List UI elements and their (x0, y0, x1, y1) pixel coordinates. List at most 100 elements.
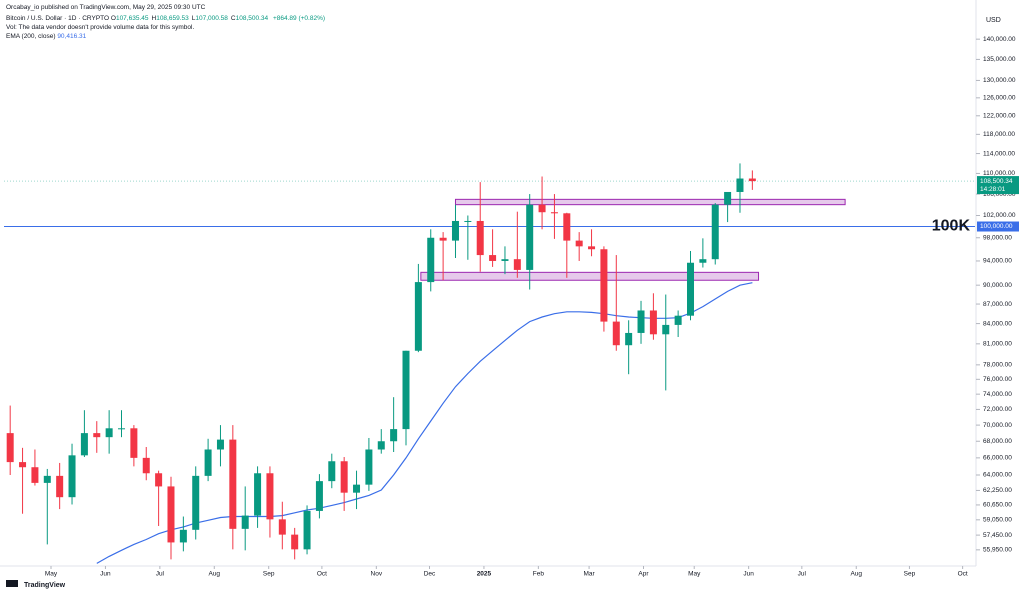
candle-body (526, 204, 534, 270)
y-tick-label: 64,000.00 (983, 472, 1012, 479)
x-tick-label: Apr (638, 571, 649, 578)
zone (454, 198, 846, 206)
change: +864.89 (+0.82%) (272, 15, 326, 22)
vol: Vol: The data vendor doesn't provide vol… (6, 24, 195, 31)
ema-value: 90,416.31 (57, 33, 87, 40)
x-tick-label: Oct (958, 571, 968, 578)
y-tick-label: 72,000.00 (983, 406, 1012, 413)
candle-body (155, 473, 163, 487)
candle-body (550, 212, 558, 214)
ohlc-value: 108,659.53 (156, 15, 189, 22)
y-tick-label: 118,000.00 (983, 131, 1015, 138)
candle-body (464, 220, 472, 222)
x-tick-label: Sep (904, 571, 916, 578)
candle-body (501, 259, 509, 261)
candle-body (167, 486, 175, 543)
level-tag-label: 100,000.00 (980, 223, 1013, 230)
y-tick-label: 68,000.00 (983, 438, 1012, 445)
ohlc-value: 107,000.58 (195, 15, 228, 22)
candle-body (328, 461, 336, 482)
y-tick-label: 59,050.00 (983, 517, 1012, 524)
y-tick-label: 87,000.00 (983, 301, 1012, 308)
x-tick-label: Jul (798, 571, 807, 578)
candle-body (353, 484, 361, 493)
ohlc-label: H (151, 15, 157, 22)
x-tick-label: Aug (850, 571, 862, 578)
candle-body (674, 315, 682, 325)
candle-body (80, 433, 88, 456)
price-tag (977, 176, 1019, 195)
candle-body (711, 204, 719, 260)
candle-body (538, 204, 546, 213)
zone (420, 271, 760, 281)
legend-line: Bitcoin / U.S. Dollar · 1D · CRYPTO O107… (6, 14, 325, 23)
candle-body (427, 237, 435, 283)
candle-body (93, 433, 101, 438)
candle-body (56, 475, 64, 498)
candle-body (303, 510, 311, 550)
ohlc-value: 107,635.45 (115, 15, 149, 22)
logo (6, 580, 18, 587)
level-tag (977, 221, 1019, 232)
candle-body (229, 439, 237, 529)
candle-body (6, 433, 14, 463)
candle-body (105, 428, 113, 438)
y-tick-label: 66,000.00 (983, 455, 1012, 462)
y-tick-label: 60,650.00 (983, 502, 1012, 509)
y-tick-label: 106,000.00 (983, 191, 1016, 198)
ema-legend: EMA (200, close) 90,416.31 (6, 32, 86, 41)
candle-body (340, 461, 348, 493)
candle-body (414, 282, 422, 351)
x-tick-label: Jul (156, 571, 165, 578)
price-tag-countdown: 14:28:01 (980, 186, 1006, 193)
candle-body (390, 429, 398, 442)
candle-body (600, 249, 608, 322)
currency: USD (986, 17, 1001, 24)
candle-body (68, 455, 76, 498)
x-tick-label: Nov (371, 571, 383, 578)
candle-body (489, 255, 497, 261)
candle-body (266, 473, 274, 520)
y-tick-label: 76,000.00 (983, 376, 1012, 383)
candle-body (439, 237, 447, 241)
x-tick-label: Jun (100, 571, 111, 578)
candle-body (204, 449, 212, 476)
y-tick-label: 70,000.00 (983, 422, 1012, 429)
y-tick-label: 84,000.00 (983, 320, 1012, 327)
y-tick-label: 102,000.00 (983, 212, 1016, 219)
y-tick-label: 90,000.00 (983, 282, 1012, 289)
candle-body (637, 310, 645, 333)
x-tick-label: 2025 (477, 571, 492, 578)
ohlc-label: O (110, 15, 116, 22)
x-tick-label: Aug (208, 571, 220, 578)
candle-body (278, 519, 286, 535)
candle-body (649, 310, 657, 335)
candle-body (612, 321, 620, 346)
candle-body (254, 473, 262, 516)
candle-body (724, 191, 732, 205)
candle-body (19, 462, 27, 468)
candle-body (179, 529, 187, 543)
y-tick-label: 126,000.00 (983, 95, 1016, 102)
y-tick-label: 81,000.00 (983, 341, 1012, 348)
candle-body (625, 332, 633, 346)
candle-body (31, 467, 39, 483)
publisher: Orcabay_io published on TradingView.com,… (6, 4, 206, 11)
candle-body (315, 481, 323, 511)
ohlc-label: L (191, 15, 196, 22)
candle-body (662, 324, 670, 335)
price-tag-label: 108,500.34 (980, 178, 1013, 185)
candle-body (748, 178, 756, 182)
y-tick-label: 122,000.00 (983, 113, 1016, 120)
candle-body (476, 220, 484, 256)
candle-body (513, 259, 521, 270)
candle-body (377, 441, 385, 450)
brand: TradingView (24, 582, 66, 589)
ohlc-value: 108,500.34 (235, 15, 269, 22)
level-annotation: 100K (932, 218, 971, 235)
candle-body (142, 457, 150, 474)
candle-body (118, 428, 126, 430)
ohlc-label: C (230, 15, 236, 22)
